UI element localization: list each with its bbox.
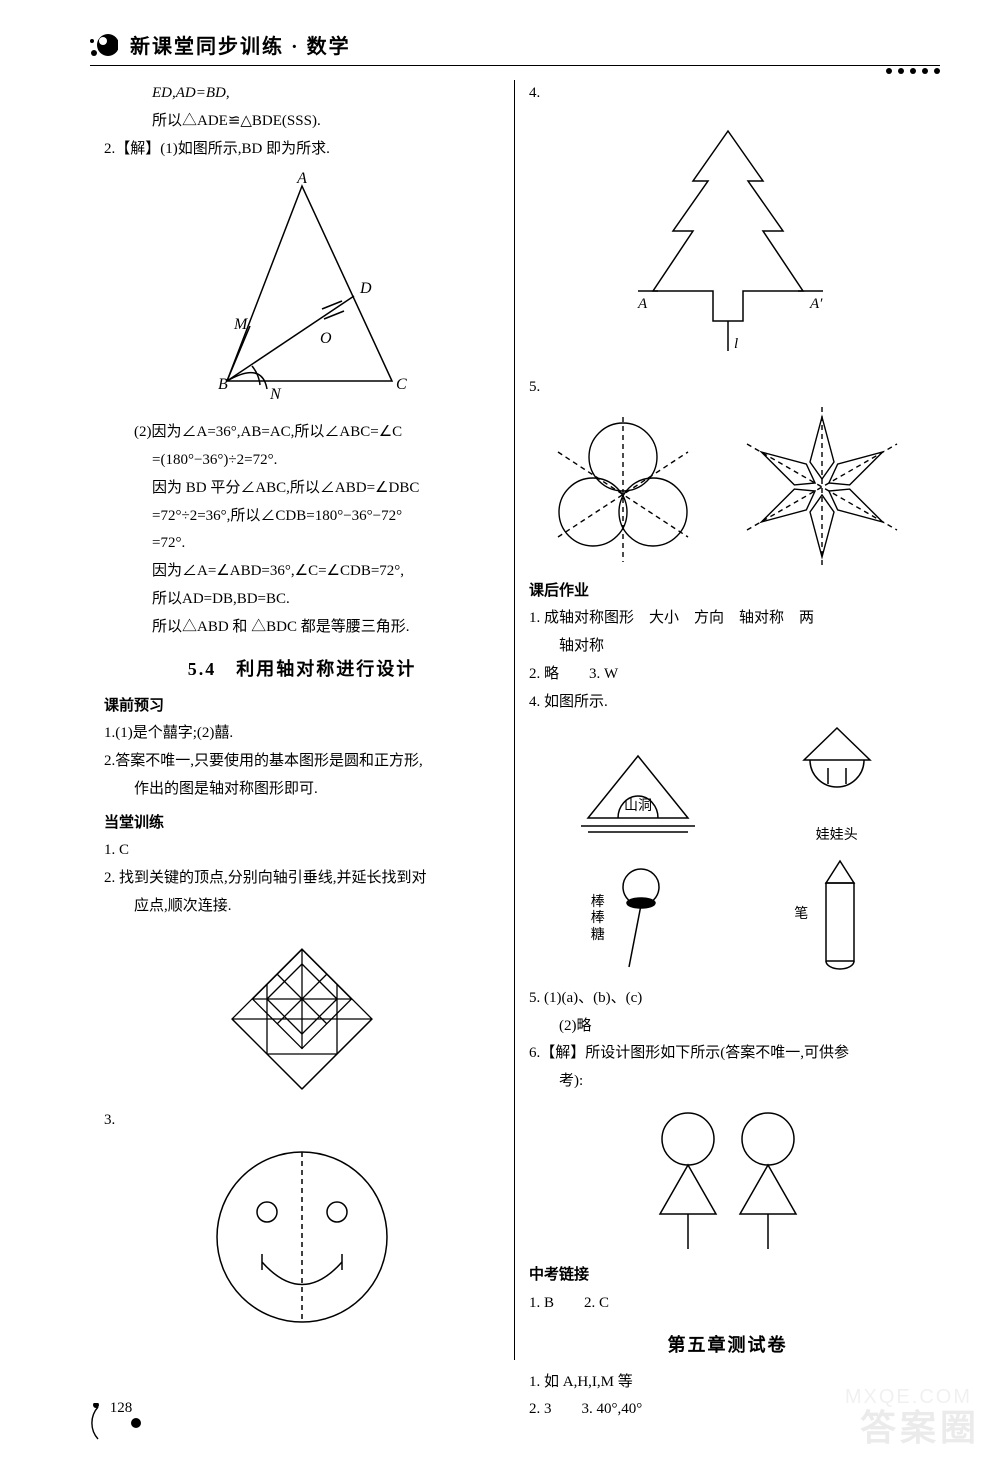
text-line: (2)因为∠A=36°,AB=AC,所以∠ABC=∠C — [104, 419, 500, 447]
text-line: =72°. — [104, 530, 500, 558]
text-line: (2)略 — [529, 1013, 926, 1041]
figure-row-hw2: 棒 棒 糖 笔 — [529, 855, 926, 975]
page: 新课堂同步训练 · 数学 ED,AD=BD, 所以△ADE≌△BDE(SSS).… — [0, 0, 1000, 1469]
text-line: 所以△ABD 和 △BDC 都是等腰三角形. — [104, 614, 500, 642]
caption: 笔 — [794, 902, 808, 928]
figure-row-5 — [529, 402, 926, 572]
figure-cave: 山洞 — [573, 748, 703, 849]
section-title: 5.4 利用轴对称进行设计 — [104, 653, 500, 686]
text-line: 应点,顺次连接. — [104, 893, 500, 921]
caption: 棒 — [591, 911, 605, 928]
text-line: 所以△ADE≌△BDE(SSS). — [104, 108, 500, 136]
right-column: 4. A A′ l 5. — [515, 80, 940, 1360]
svg-text:A′: A′ — [809, 296, 823, 312]
page-header: 新课堂同步训练 · 数学 — [90, 30, 940, 66]
page-number: 128 — [90, 1403, 172, 1443]
sub-heading: 课后作业 — [529, 578, 926, 606]
text-line: 4. 如图所示. — [529, 689, 926, 717]
text-line: 5. (1)(a)、(b)、(c) — [529, 985, 926, 1013]
svg-text:N: N — [269, 386, 282, 403]
figure-doll: 娃娃头 — [792, 722, 882, 849]
svg-text:M: M — [233, 316, 249, 333]
sub-heading: 中考链接 — [529, 1262, 926, 1290]
figure-diamond-grid — [104, 929, 500, 1099]
text-line: 5. — [529, 374, 926, 402]
caption: 糖 — [591, 928, 605, 945]
svg-text:l: l — [734, 336, 738, 352]
figure-tree: A A′ l — [529, 116, 926, 366]
text-line: 2.答案不唯一,只要使用的基本图形是圆和正方形, — [104, 748, 500, 776]
watermark-text: 答案圈 — [860, 1399, 980, 1451]
columns: ED,AD=BD, 所以△ADE≌△BDE(SSS). 2.【解】(1)如图所示… — [90, 80, 940, 1360]
text-line: 1. C — [104, 837, 500, 865]
text-line: 1. B 2. C — [529, 1290, 926, 1318]
text-line: 1. 成轴对称图形 大小 方向 轴对称 两 — [529, 605, 926, 633]
text-line: 所以AD=DB,BD=BC. — [104, 586, 500, 614]
text-line: 3. — [104, 1107, 500, 1135]
figure-pencil: 笔 — [794, 855, 864, 975]
text-line: 6.【解】所设计图形如下所示(答案不唯一,可供参 — [529, 1040, 926, 1068]
header-dots — [886, 68, 940, 74]
figure-triangle: A B C D M N O — [104, 171, 500, 411]
figure-two-people — [529, 1104, 926, 1254]
svg-text:A: A — [637, 296, 648, 312]
svg-text:O: O — [320, 330, 332, 347]
svg-text:C: C — [396, 376, 407, 393]
svg-text:D: D — [359, 280, 372, 297]
figure-three-circles — [538, 412, 708, 572]
text-line: 因为∠A=∠ABD=36°,∠C=∠CDB=72°, — [104, 558, 500, 586]
svg-text:B: B — [218, 376, 228, 393]
text-line: =72°÷2=36°,所以∠CDB=180°−36°−72° — [104, 503, 500, 531]
caption: 棒 — [591, 895, 605, 912]
header-title: 新课堂同步训练 · 数学 — [130, 30, 351, 59]
caption: 娃娃头 — [792, 823, 882, 849]
text-line: 2.【解】(1)如图所示,BD 即为所求. — [104, 136, 500, 164]
text-line: 4. — [529, 80, 926, 108]
text-line: 轴对称 — [529, 633, 926, 661]
svg-text:A: A — [296, 171, 307, 187]
text-line: 因为 BD 平分∠ABC,所以∠ABD=∠DBC — [104, 475, 500, 503]
section-title: 第五章测试卷 — [529, 1329, 926, 1362]
text-line: =(180°−36°)÷2=72°. — [104, 447, 500, 475]
svg-text:山洞: 山洞 — [624, 798, 652, 814]
figure-lollipop: 棒 棒 糖 — [591, 865, 671, 975]
figure-row-hw: 山洞 娃娃头 — [529, 722, 926, 849]
sub-heading: 当堂训练 — [104, 810, 500, 838]
page-number-text: 128 — [110, 1400, 133, 1416]
header-icon — [90, 31, 118, 59]
figure-six-petals — [727, 402, 917, 572]
sub-heading: 课前预习 — [104, 693, 500, 721]
text-line: ED,AD=BD, — [104, 80, 500, 108]
figure-smiley — [104, 1142, 500, 1332]
text-line: 考): — [529, 1068, 926, 1096]
left-column: ED,AD=BD, 所以△ADE≌△BDE(SSS). 2.【解】(1)如图所示… — [90, 80, 515, 1360]
text-line: 1.(1)是个囍字;(2)囍. — [104, 720, 500, 748]
text-line: 作出的图是轴对称图形即可. — [104, 776, 500, 804]
text-line: 2. 找到关键的顶点,分别向轴引垂线,并延长找到对 — [104, 865, 500, 893]
text-line: 2. 略 3. W — [529, 661, 926, 689]
